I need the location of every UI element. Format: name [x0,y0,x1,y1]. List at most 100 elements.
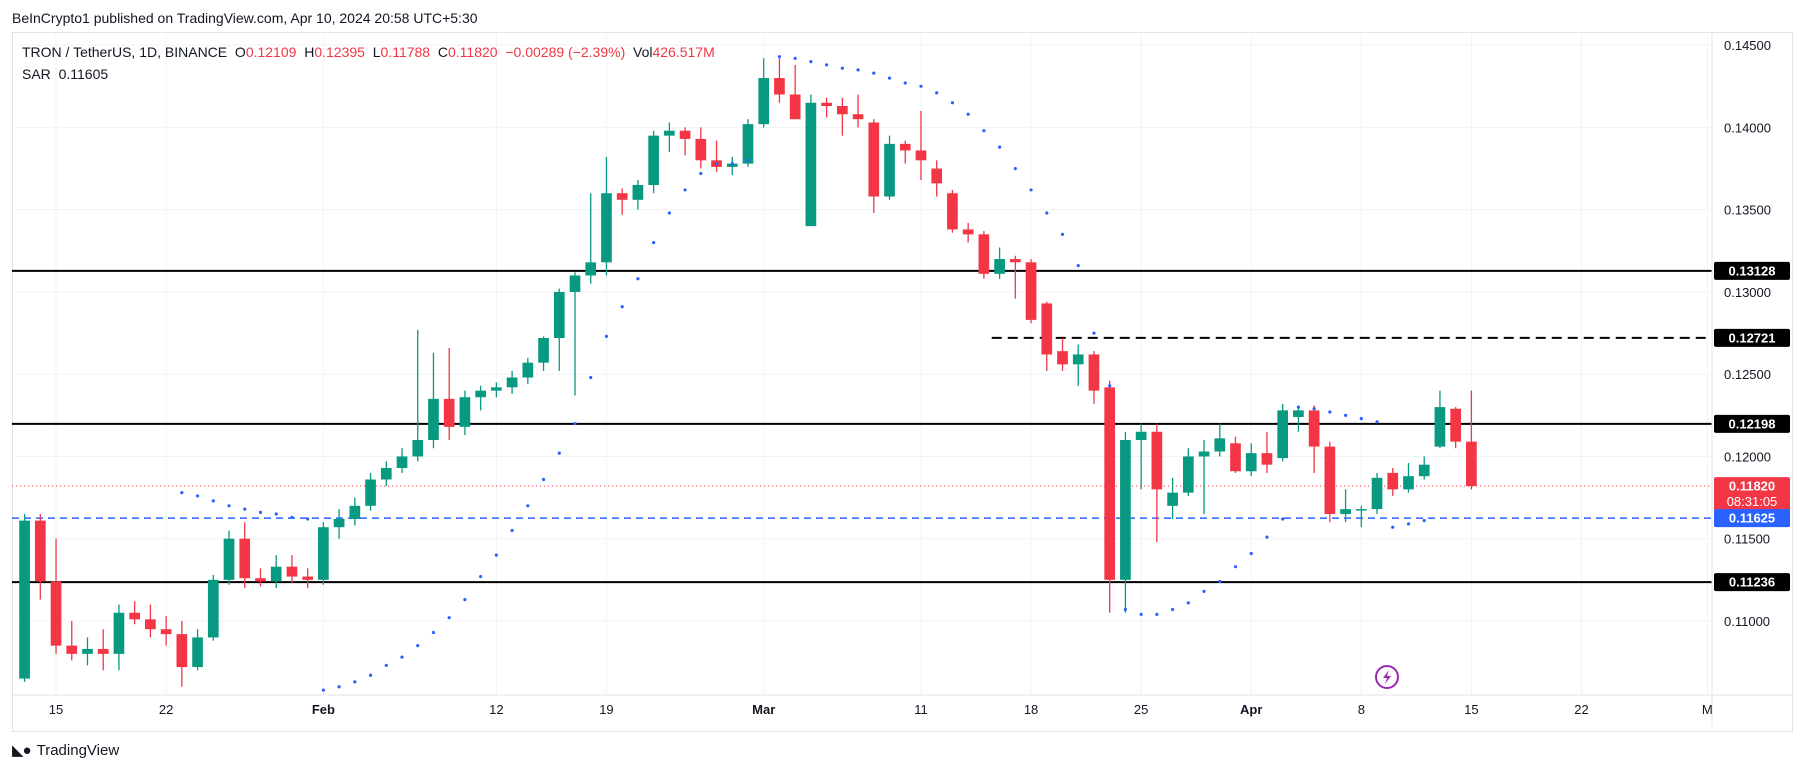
y-tick-label: 0.12000 [1724,449,1771,464]
candles [19,58,1477,687]
sar-dot [321,688,325,692]
sar-dot [1060,232,1065,236]
candle-body [97,648,109,654]
close-label: C [437,44,448,60]
low-label: L [372,44,381,60]
sar-dot [777,55,782,59]
candle-body [506,377,518,388]
candle-body [1214,438,1226,452]
sar-dot [195,494,200,498]
candle-body [1009,259,1021,263]
sar-dot [1045,211,1049,215]
sar-dot [620,305,624,309]
candle-body [223,538,235,580]
sar-value: 0.11605 [58,66,109,82]
candle-body [1387,472,1399,490]
sar-dot [447,616,451,620]
sar-dot [966,112,970,116]
candle-body [318,527,329,580]
candle-body [34,520,46,582]
sar-dot [1249,551,1253,556]
level-price-label: 0.13128 [1729,263,1776,278]
level-price-label-bg [1714,414,1790,433]
candle-body [758,78,770,125]
candle-body [1355,509,1367,511]
candle-body [1135,431,1147,440]
open-label: O [234,44,246,60]
y-tick-label: 0.13000 [1724,285,1771,300]
x-tick-label: 25 [1134,702,1148,717]
candle-body [1198,451,1210,457]
sar-dot [243,507,247,511]
sar-dot [982,129,986,133]
candle-body [160,629,172,635]
y-tick-label: 0.11000 [1724,614,1770,629]
sar-dot [950,101,955,105]
candle-body [1182,456,1194,493]
high-value: 0.12395 [314,44,365,60]
sar-dot [683,188,687,192]
sar-dot [903,81,907,85]
candle-body [774,78,785,95]
candle-body [1466,441,1477,487]
current-price-label-bg [1714,477,1790,512]
candle-body [569,275,581,292]
level-price-label: 0.12198 [1729,416,1776,431]
symbol-title[interactable]: TRON / TetherUS, 1D, BINANCE [22,44,228,60]
sar-dot [699,171,703,176]
sar-dot [714,162,719,166]
sar-dot [479,574,483,579]
sar-dot [887,76,892,80]
brand-name: TradingView [36,741,120,759]
candle-body [947,193,958,230]
candle-body [1308,410,1320,447]
tradingview-brand[interactable]: ◣● TradingView [12,741,120,760]
candle-body [538,338,549,363]
sar-dot [1391,525,1395,529]
volume-label: Vol [633,44,653,60]
candle-body [868,122,880,197]
candle-body [1057,351,1068,365]
candle-body [129,612,141,620]
candle-body [1450,408,1462,442]
sar-dot [1375,420,1379,424]
sar-dot [1108,384,1112,388]
sar-dot [1359,417,1363,421]
sar-dot [1170,607,1175,612]
sar-dot [935,91,939,95]
x-tick-label: 15 [1464,702,1478,717]
candle-body [1104,387,1116,580]
sar-dot [416,644,420,648]
sar-legend: SAR 0.11605 [22,66,108,82]
x-tick-label: 12 [489,702,503,717]
candle-body [1245,453,1257,472]
sar-dot [1029,188,1033,192]
sar-dot [1296,405,1301,409]
x-tick-label: 18 [1024,702,1038,717]
sar-dot [1218,579,1222,584]
sar-dot [1186,601,1190,605]
candle-body [789,94,801,120]
sar-dot [337,685,341,689]
chart-legend: TRON / TetherUS, 1D, BINANCE O0.12109 H0… [22,44,715,60]
sar-dot [510,528,514,533]
candle-body [805,102,817,227]
countdown-label: 08:31:05 [1727,494,1778,509]
candle-body [333,518,345,528]
candle-body [50,581,62,646]
sar-label[interactable]: SAR [22,66,51,82]
lightning-icon[interactable] [1375,665,1399,689]
tradingview-logo-icon: ◣● [12,742,32,759]
candle-body [553,291,565,338]
publisher-header: BeInCrypto1 published on TradingView.com… [12,10,478,26]
sar-dot [1422,519,1426,523]
candle-body [585,262,597,276]
candle-body [852,114,864,120]
candle-body [302,576,313,580]
sar-dot [1139,612,1143,616]
candle-body [475,390,486,398]
sar-dot [557,451,561,455]
sar-dot [368,673,373,677]
x-tick-label: Feb [312,702,335,717]
